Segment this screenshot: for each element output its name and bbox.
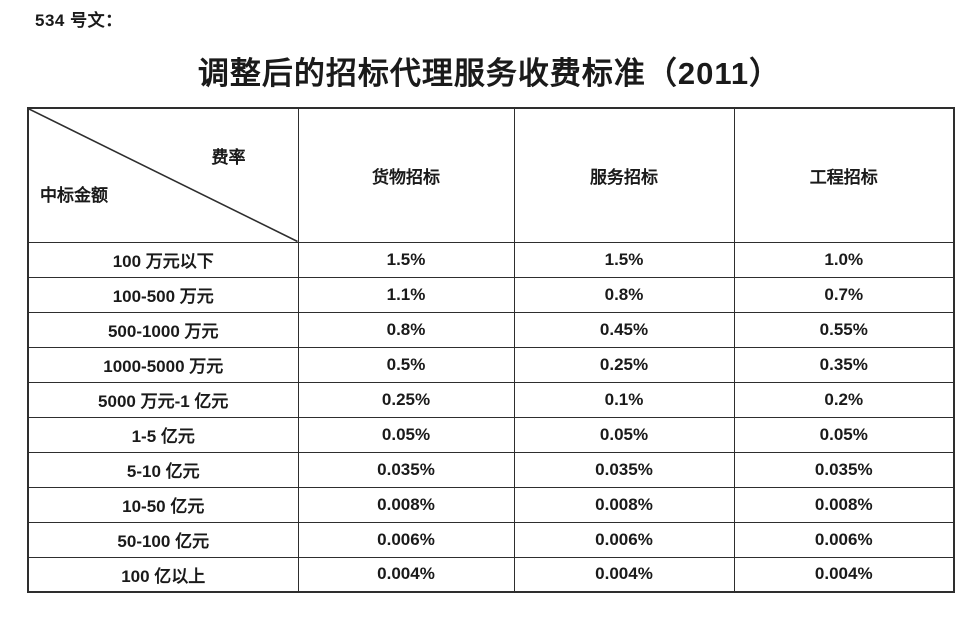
row-label-cell: 5-10 亿元: [27, 451, 299, 488]
column-header-engineering: 工程招标: [733, 107, 955, 243]
corner-amount-label: 中标金额: [40, 185, 108, 205]
rate-cell: 0.004%: [733, 556, 955, 593]
rate-cell: 0.05%: [297, 416, 515, 453]
rate-cell: 0.006%: [297, 521, 515, 558]
table-row: 500-1000 万元 0.8% 0.45% 0.55%: [27, 311, 955, 348]
table-row: 5-10 亿元 0.035% 0.035% 0.035%: [27, 451, 955, 488]
rate-cell: 0.004%: [297, 556, 515, 593]
table-row: 10-50 亿元 0.008% 0.008% 0.008%: [27, 486, 955, 523]
rate-cell: 1.5%: [513, 241, 735, 278]
rate-cell: 1.1%: [297, 276, 515, 313]
corner-rate-label: 费率: [211, 148, 246, 167]
rate-cell: 0.25%: [513, 346, 735, 383]
rate-cell: 0.008%: [733, 486, 955, 523]
row-label-cell: 5000 万元-1 亿元: [27, 381, 299, 418]
rate-cell: 0.006%: [733, 521, 955, 558]
rate-cell: 0.5%: [297, 346, 515, 383]
row-label-cell: 50-100 亿元: [27, 521, 299, 558]
table-row: 1000-5000 万元 0.5% 0.25% 0.35%: [27, 346, 955, 383]
table-header-row: 费率 中标金额 货物招标 服务招标 工程招标: [27, 107, 955, 243]
rate-cell: 1.0%: [733, 241, 955, 278]
rate-cell: 0.55%: [733, 311, 955, 348]
rate-cell: 0.006%: [513, 521, 735, 558]
rate-cell: 0.8%: [297, 311, 515, 348]
rate-cell: 1.5%: [297, 241, 515, 278]
column-header-goods: 货物招标: [297, 107, 515, 243]
row-label-cell: 1000-5000 万元: [27, 346, 299, 383]
row-label-cell: 1-5 亿元: [27, 416, 299, 453]
fee-rate-table: 费率 中标金额 货物招标 服务招标 工程招标 100 万元以下 1.5% 1.5…: [27, 107, 955, 593]
table-row: 1-5 亿元 0.05% 0.05% 0.05%: [27, 416, 955, 453]
table-row: 100 亿以上 0.004% 0.004% 0.004%: [27, 556, 955, 593]
rate-cell: 0.8%: [513, 276, 735, 313]
diagonal-divider-line: [29, 109, 298, 242]
row-label-cell: 10-50 亿元: [27, 486, 299, 523]
rate-cell: 0.2%: [733, 381, 955, 418]
rate-cell: 0.7%: [733, 276, 955, 313]
rate-cell: 0.004%: [513, 556, 735, 593]
row-label-cell: 100-500 万元: [27, 276, 299, 313]
table-row: 100 万元以下 1.5% 1.5% 1.0%: [27, 241, 955, 278]
rate-cell: 0.25%: [297, 381, 515, 418]
page-title: 调整后的招标代理服务收费标准（2011）: [197, 56, 782, 91]
rate-cell: 0.035%: [513, 451, 735, 488]
fee-table-container: 费率 中标金额 货物招标 服务招标 工程招标 100 万元以下 1.5% 1.5…: [27, 107, 955, 593]
rate-cell: 0.35%: [733, 346, 955, 383]
row-label-cell: 500-1000 万元: [27, 311, 299, 348]
table-row: 5000 万元-1 亿元 0.25% 0.1% 0.2%: [27, 381, 955, 418]
rate-cell: 0.05%: [513, 416, 735, 453]
row-label-cell: 100 万元以下: [27, 241, 299, 278]
table-row: 50-100 亿元 0.006% 0.006% 0.006%: [27, 521, 955, 558]
rate-cell: 0.05%: [733, 416, 955, 453]
table-row: 100-500 万元 1.1% 0.8% 0.7%: [27, 276, 955, 313]
rate-cell: 0.008%: [513, 486, 735, 523]
column-header-services: 服务招标: [513, 107, 735, 243]
rate-cell: 0.45%: [513, 311, 735, 348]
rate-cell: 0.035%: [733, 451, 955, 488]
diagonal-header-cell: 费率 中标金额: [27, 107, 299, 243]
rate-cell: 0.008%: [297, 486, 515, 523]
rate-cell: 0.1%: [513, 381, 735, 418]
document-number-label: 534 号文：: [35, 11, 123, 30]
rate-cell: 0.035%: [297, 451, 515, 488]
row-label-cell: 100 亿以上: [27, 556, 299, 593]
